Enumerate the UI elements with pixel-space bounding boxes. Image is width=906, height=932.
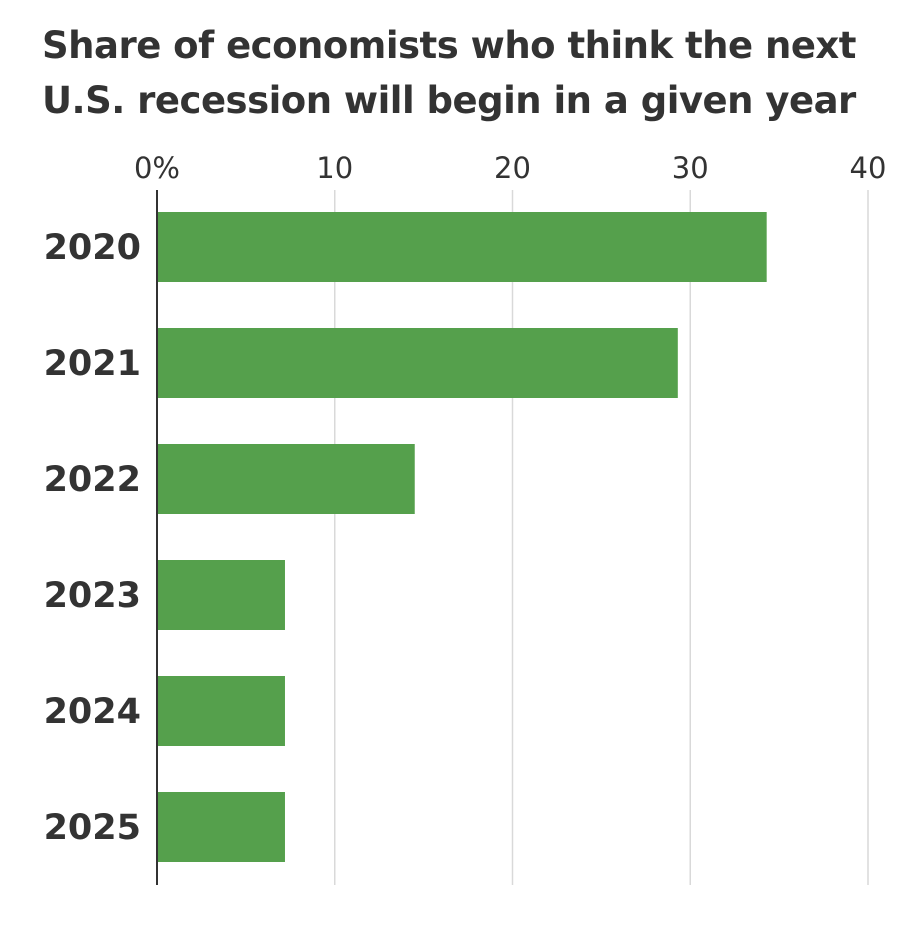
bar-2025 <box>157 792 285 862</box>
x-tick-label: 30 <box>672 151 709 185</box>
bars <box>157 212 767 862</box>
bar-2023 <box>157 560 285 630</box>
category-label-2021: 2021 <box>44 344 141 384</box>
bar-2024 <box>157 676 285 746</box>
x-tick-label: 40 <box>850 151 887 185</box>
category-label-2020: 2020 <box>44 228 141 268</box>
category-label-2022: 2022 <box>44 460 141 500</box>
bar-2022 <box>157 444 415 514</box>
category-label-2025: 2025 <box>44 808 141 848</box>
x-tick-labels: 0% 10 20 30 40 <box>134 151 886 185</box>
x-tick-label: 20 <box>494 151 531 185</box>
bar-2021 <box>157 328 678 398</box>
x-tick-label: 0% <box>134 151 180 185</box>
category-label-2024: 2024 <box>44 692 141 732</box>
bar-2020 <box>157 212 767 282</box>
chart-title: Share of economists who think the next U… <box>42 24 857 122</box>
category-labels: 2020 2021 2022 2023 2024 2025 <box>44 228 141 848</box>
gridlines <box>334 190 869 885</box>
x-tick-label: 10 <box>316 151 353 185</box>
category-label-2023: 2023 <box>44 576 141 616</box>
